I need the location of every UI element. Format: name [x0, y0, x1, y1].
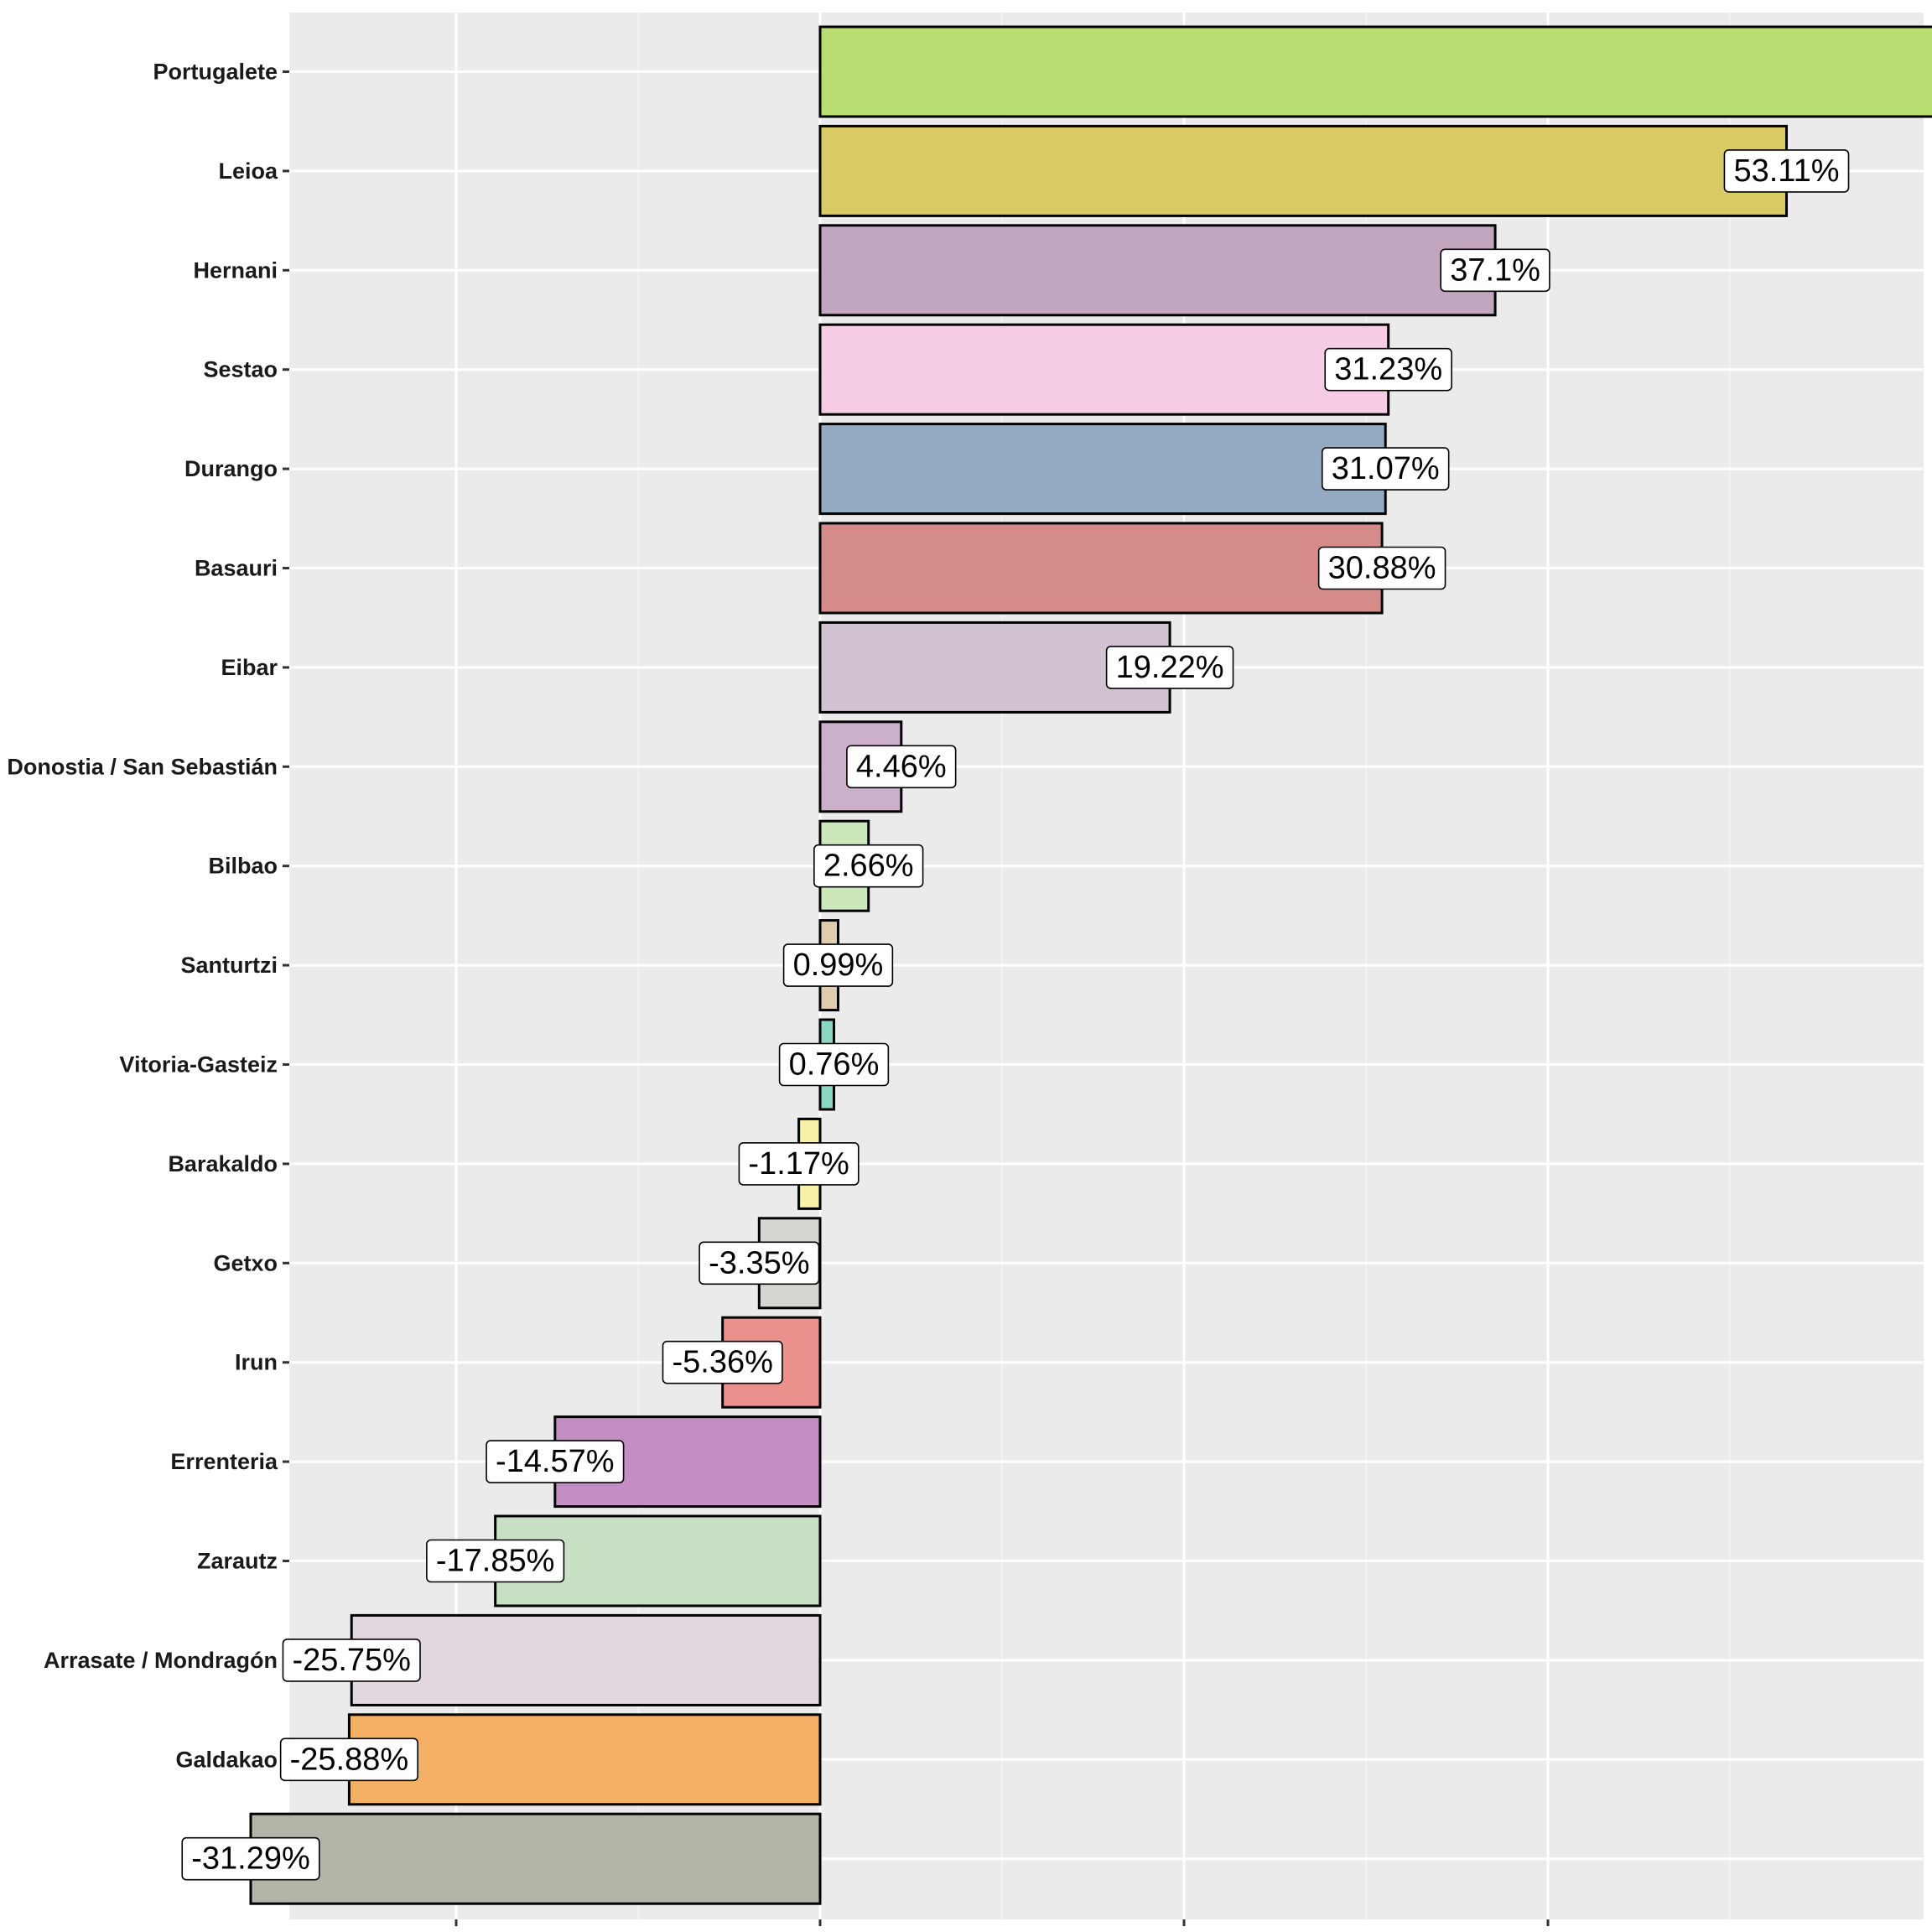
value-label-text: 30.88%: [1328, 551, 1436, 586]
value-label: -31.29%: [181, 1836, 320, 1881]
value-label-box: [1321, 447, 1450, 491]
value-label-text: -17.85%: [436, 1544, 555, 1579]
value-label: 0.99%: [782, 943, 894, 987]
value-label-text: -25.75%: [292, 1643, 411, 1678]
category-label: Galdakao: [175, 1747, 278, 1772]
value-label-text: 31.23%: [1334, 352, 1442, 387]
value-label-text: -3.35%: [709, 1245, 809, 1280]
category-label: Vitoria-Gasteiz: [119, 1052, 278, 1078]
value-label-text: 0.76%: [789, 1047, 880, 1083]
value-label-box: [1324, 347, 1452, 392]
value-label: -25.75%: [282, 1639, 421, 1682]
bar: [350, 1613, 822, 1706]
value-label-text: 53.11%: [1733, 153, 1839, 189]
category-label: Getxo: [213, 1250, 278, 1275]
category-label: Arrasate / Mondragón: [44, 1648, 278, 1673]
value-label-box: [1317, 546, 1446, 590]
value-label-box: [486, 1440, 625, 1483]
category-label: Donostia / San Sebastián: [7, 754, 278, 779]
category-label: Irun: [235, 1350, 278, 1375]
value-label-text: 31.07%: [1332, 451, 1440, 486]
value-label: -5.36%: [662, 1340, 783, 1384]
value-label-box: [846, 745, 957, 789]
value-label-text: 4.46%: [856, 749, 947, 784]
value-label: 4.46%: [846, 745, 957, 789]
value-labels: 70.77%53.11%37.1%31.23%31.07%30.88%19.22…: [181, 149, 1850, 1881]
value-label: 31.23%: [1324, 347, 1452, 392]
bar: [818, 25, 1932, 118]
bar: [347, 1713, 822, 1806]
bar: [494, 1514, 822, 1607]
category-label: Leioa: [218, 158, 278, 184]
value-label: 53.11%: [1723, 149, 1850, 193]
category-label: Durango: [184, 456, 278, 481]
bar: [818, 124, 1788, 217]
category-label: Eibar: [221, 655, 278, 680]
value-label-text: -14.57%: [496, 1444, 615, 1479]
value-label-box: [426, 1539, 565, 1583]
value-label-box: [699, 1241, 820, 1285]
value-label: -14.57%: [486, 1440, 625, 1483]
value-label: 37.1%: [1440, 248, 1550, 293]
value-label-text: 0.99%: [793, 948, 884, 983]
bar: [249, 1812, 822, 1905]
value-label-text: -5.36%: [672, 1345, 772, 1380]
category-label: Santurtzi: [180, 953, 278, 978]
value-label: 2.66%: [813, 844, 924, 888]
value-label-box: [282, 1639, 421, 1682]
category-label: Barakaldo: [168, 1151, 278, 1176]
value-label-box: [1440, 248, 1550, 293]
value-label: -17.85%: [426, 1539, 565, 1583]
category-label: Basauri: [195, 556, 278, 581]
value-label: -1.17%: [738, 1142, 860, 1186]
value-label-box: [778, 1042, 890, 1087]
value-label: -3.35%: [699, 1241, 820, 1285]
value-label-text: 2.66%: [823, 849, 914, 884]
bar: [818, 423, 1387, 516]
bar: [818, 522, 1384, 615]
value-label-text: 37.1%: [1450, 252, 1540, 288]
value-label: 0.76%: [778, 1042, 890, 1087]
bar: [818, 224, 1497, 317]
value-label: -25.88%: [279, 1737, 418, 1782]
value-label-box: [181, 1836, 320, 1881]
bar: [818, 323, 1390, 416]
value-label-box: [279, 1737, 418, 1782]
value-label-text: 19.22%: [1116, 650, 1224, 685]
value-label-box: [738, 1142, 860, 1186]
value-label: 30.88%: [1317, 546, 1446, 590]
value-label-box: [1105, 646, 1234, 689]
value-label-box: [1723, 149, 1850, 193]
value-label: 19.22%: [1105, 646, 1234, 689]
value-label-text: -1.17%: [748, 1146, 849, 1182]
bars: [249, 25, 1932, 1905]
category-label: Bilbao: [208, 854, 278, 879]
category-label: Errenteria: [170, 1449, 278, 1474]
category-label: Hernani: [193, 257, 278, 283]
category-label: Zarautz: [197, 1549, 278, 1574]
category-label: Portugalete: [153, 60, 278, 85]
value-label: 31.07%: [1321, 447, 1450, 491]
value-label-text: -25.88%: [290, 1742, 409, 1777]
value-label-text: -31.29%: [191, 1841, 310, 1877]
value-label-box: [662, 1340, 783, 1384]
value-label-box: [813, 844, 924, 888]
category-label: Sestao: [203, 357, 278, 382]
value-label-box: [782, 943, 894, 987]
